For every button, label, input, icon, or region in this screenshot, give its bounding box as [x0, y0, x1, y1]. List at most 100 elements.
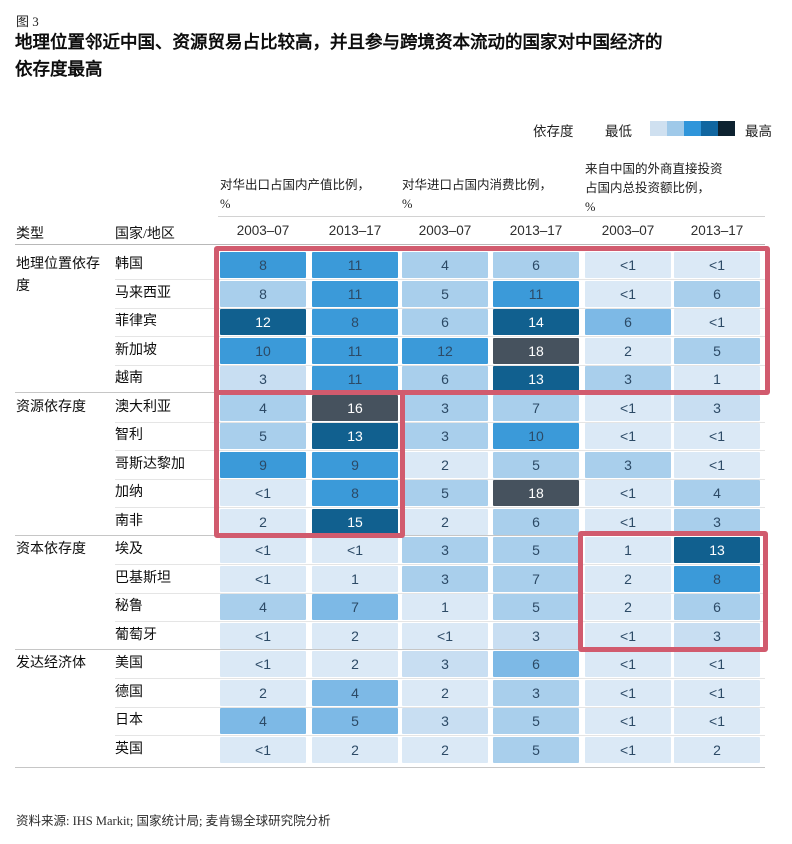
header-top-rule	[218, 216, 765, 217]
heatmap-cell: <1	[585, 423, 671, 449]
heatmap-cell: 3	[493, 679, 579, 706]
heatmap-cell: <1	[674, 423, 760, 449]
heatmap-cell: <1	[585, 736, 671, 763]
heatmap-cell: 3	[493, 622, 579, 649]
heatmap-cell: 7	[312, 594, 398, 620]
heatmap-cell: 6	[585, 309, 671, 335]
group-type-label: 发达经济体	[16, 656, 86, 671]
row-separator	[115, 678, 765, 679]
heatmap-cell: 3	[402, 708, 488, 734]
row-separator	[115, 307, 765, 309]
row-separator	[115, 336, 765, 337]
heatmap-cell: 14	[493, 309, 579, 335]
heatmap-cell: <1	[585, 622, 671, 649]
heatmap-cell: 12	[402, 337, 488, 364]
heatmap-cell: 8	[312, 480, 398, 506]
column-group-header-fdi: 来自中国的外商直接投资 占国内总投资额比例， %	[585, 162, 723, 214]
heatmap-cell: 3	[402, 565, 488, 592]
heatmap-cell: 2	[402, 508, 488, 535]
heatmap-cell: 8	[674, 565, 760, 592]
heatmap-cell: <1	[585, 679, 671, 706]
heatmap-cell: 1	[585, 537, 671, 563]
heatmap-cell: <1	[585, 708, 671, 734]
row-separator	[115, 364, 765, 366]
heatmap-cell: 1	[674, 366, 760, 392]
heatmap-cell: <1	[674, 679, 760, 706]
row-separator	[115, 478, 765, 480]
heatmap-cell: 3	[402, 423, 488, 449]
country-label: 埃及	[115, 542, 143, 557]
heatmap-cell: <1	[402, 622, 488, 649]
heatmap-cell: 5	[674, 337, 760, 364]
row-separator	[115, 450, 765, 451]
period-label: 2013–17	[690, 223, 744, 238]
heatmap-cell: 3	[674, 394, 760, 421]
legend-swatch-2	[667, 121, 684, 136]
heatmap-cell: 5	[493, 451, 579, 478]
country-label: 德国	[115, 684, 143, 700]
heatmap-cell: 6	[402, 366, 488, 392]
group-type-label: 资源依存度	[16, 399, 86, 415]
heatmap-cell: 12	[220, 309, 306, 335]
row-separator	[115, 621, 765, 622]
heatmap-cell: 11	[312, 280, 398, 307]
heatmap-cell: 2	[220, 679, 306, 706]
heatmap-cell: 3	[674, 622, 760, 649]
heatmap-cell: 6	[493, 508, 579, 535]
country-label: 英国	[115, 741, 143, 757]
heatmap-cell: 2	[220, 508, 306, 535]
heatmap-cell: 2	[312, 736, 398, 763]
heatmap-cell: 15	[312, 508, 398, 535]
heatmap-cell: 11	[312, 252, 398, 278]
heatmap-cell: 5	[493, 594, 579, 620]
heatmap-cell: <1	[674, 309, 760, 335]
legend-label: 依存度	[533, 124, 574, 139]
period-label: 2003–07	[601, 223, 655, 238]
heatmap-cell: 8	[220, 280, 306, 307]
country-column-header: 国家/地区	[115, 227, 175, 242]
heatmap-cell: 5	[493, 736, 579, 763]
group-type-label: 资本依存度	[16, 542, 86, 557]
table-bottom-rule	[15, 767, 765, 768]
heatmap-cell: 2	[312, 622, 398, 649]
legend-swatch-5	[718, 121, 735, 136]
heatmap-cell: 1	[402, 594, 488, 620]
heatmap-cell: 10	[493, 423, 579, 449]
heatmap-cell: 3	[585, 366, 671, 392]
heatmap-cell: <1	[220, 537, 306, 563]
country-label: 菲律宾	[115, 314, 157, 329]
heatmap-cell: 6	[493, 651, 579, 677]
heatmap-cell: 5	[312, 708, 398, 734]
country-label: 南非	[115, 513, 143, 529]
heatmap-cell: 2	[585, 594, 671, 620]
heatmap-cell: 13	[674, 537, 760, 563]
heatmap-cell: <1	[220, 622, 306, 649]
group-type-label: 地理位置依存度	[16, 257, 100, 294]
period-label: 2013–17	[509, 223, 563, 238]
header-bottom-rule	[15, 244, 765, 245]
heatmap-cell: 6	[674, 594, 760, 620]
row-separator	[115, 279, 765, 280]
heatmap-cell: 8	[220, 252, 306, 278]
row-separator	[115, 735, 765, 736]
country-label: 加纳	[115, 485, 143, 500]
row-separator	[115, 507, 765, 508]
heatmap-cell: 2	[585, 565, 671, 592]
highlight-box-geographic	[214, 246, 770, 395]
heatmap-cell: <1	[585, 480, 671, 506]
row-separator	[115, 421, 765, 423]
heatmap-cell: <1	[674, 451, 760, 478]
heatmap-cell: 9	[312, 451, 398, 478]
heatmap-cell: 6	[674, 280, 760, 307]
heatmap-cell: 2	[312, 651, 398, 677]
country-label: 澳大利亚	[115, 399, 171, 415]
group-separator	[15, 648, 765, 650]
country-label: 马来西亚	[115, 285, 171, 301]
heatmap-cell: 4	[312, 679, 398, 706]
heatmap-cell: 3	[585, 451, 671, 478]
row-separator	[115, 592, 765, 594]
heatmap-cell: 5	[402, 480, 488, 506]
country-label: 秘鲁	[115, 599, 143, 614]
heatmap-cell: <1	[585, 651, 671, 677]
heatmap-cell: 2	[585, 337, 671, 364]
